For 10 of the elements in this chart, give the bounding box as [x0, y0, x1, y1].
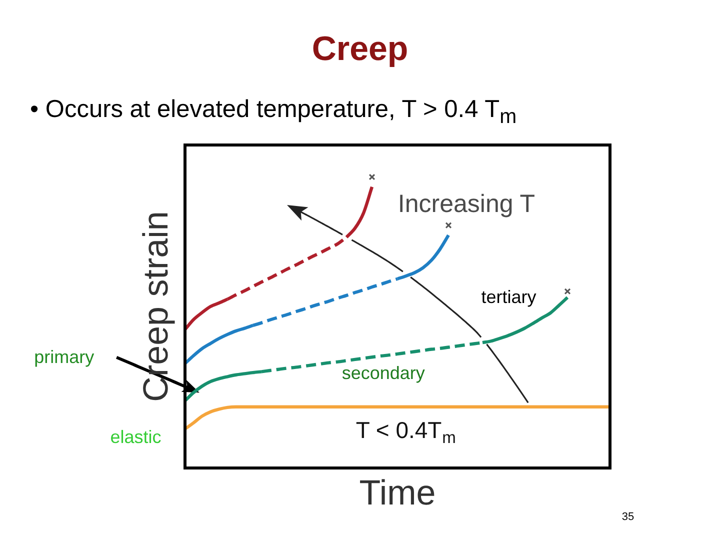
annotation: secondary	[342, 362, 425, 383]
y-axis-title: Creep strain	[136, 211, 176, 402]
chart-subtitle: • Occurs at elevated temperature, T > 0.4 T$_{m}$	[30, 96, 517, 130]
x-axis-title: Time	[359, 474, 436, 513]
text: elastic	[110, 427, 162, 448]
text: 35	[622, 511, 634, 524]
annotation: Increasing T	[398, 190, 536, 218]
annotation: tertiary	[481, 286, 536, 307]
chart-title: Creep	[310, 29, 410, 69]
text: primary	[34, 347, 94, 368]
